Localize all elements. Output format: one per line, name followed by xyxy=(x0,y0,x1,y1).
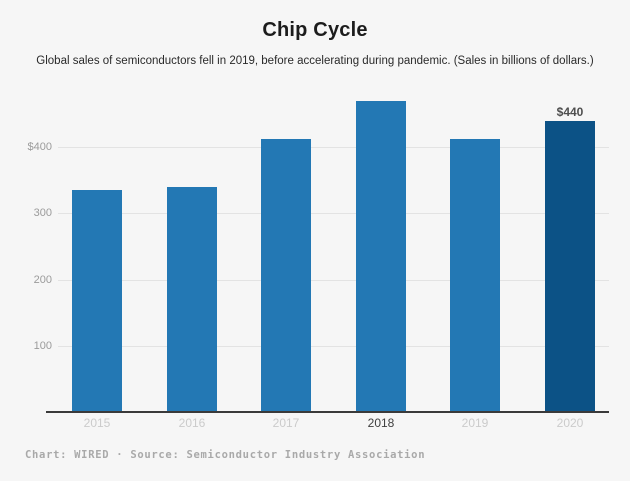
xtick-label-2020: 2020 xyxy=(556,416,584,430)
chart-title: Chip Cycle xyxy=(262,19,368,41)
ytick-label-300: 300 xyxy=(33,207,52,219)
bar-2015 xyxy=(72,190,122,412)
gridline-300 xyxy=(58,213,609,214)
gridline-200 xyxy=(58,280,609,281)
bar-2020 xyxy=(545,121,595,413)
xtick-label-2017: 2017 xyxy=(272,416,300,430)
xtick-label-2019: 2019 xyxy=(461,416,489,430)
bar-2016 xyxy=(167,187,217,412)
ytick-label-100: 100 xyxy=(33,340,52,352)
attribution-text: Chart: WIRED · Source: Semiconductor Ind… xyxy=(25,449,426,461)
gridline-100 xyxy=(58,346,609,347)
xtick-label-2018: 2018 xyxy=(367,416,395,430)
ytick-label-400: $400 xyxy=(27,141,52,153)
bar-value-label-2020: $440 xyxy=(556,105,584,119)
bar-2017 xyxy=(261,139,311,412)
xtick-label-2016: 2016 xyxy=(178,416,206,430)
bar-2018 xyxy=(356,101,406,412)
gridline-400 xyxy=(58,147,609,148)
chart-subtitle: Global sales of semiconductors fell in 2… xyxy=(36,55,594,67)
ytick-label-200: 200 xyxy=(33,274,52,286)
x-axis-line xyxy=(46,411,609,413)
xtick-label-2015: 2015 xyxy=(83,416,111,430)
bar-2019 xyxy=(450,139,500,412)
